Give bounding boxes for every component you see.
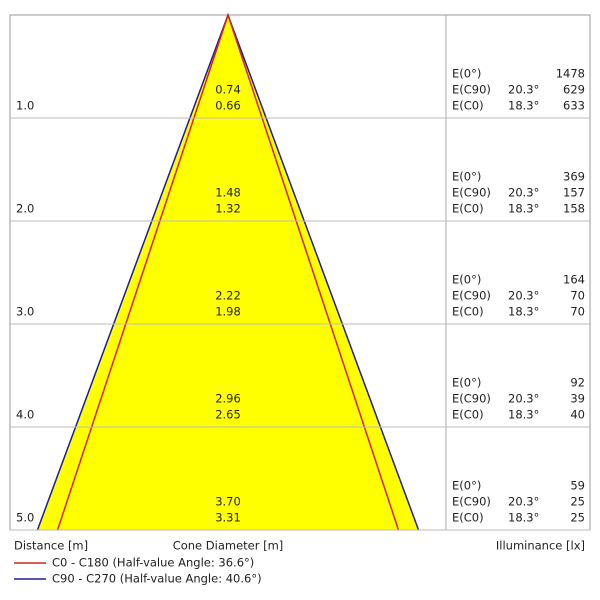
illum-label: E(0°) xyxy=(452,170,481,184)
illum-label: E(C90) xyxy=(452,289,491,303)
distance-header: Distance [m] xyxy=(14,539,88,553)
distance-label: 1.0 xyxy=(16,99,34,113)
angle: 18.3° xyxy=(508,99,539,113)
distance-label: 3.0 xyxy=(16,305,34,319)
distance-label: 2.0 xyxy=(16,202,34,216)
angle: 20.3° xyxy=(508,83,539,97)
illum-value: 25 xyxy=(570,511,585,525)
c90-diameter: 2.22 xyxy=(215,289,241,303)
illum-label: E(0°) xyxy=(452,479,481,493)
cone-fill xyxy=(37,15,419,530)
c90-diameter: 1.48 xyxy=(215,186,241,200)
illum-value: 25 xyxy=(570,495,585,509)
c0-diameter: 1.32 xyxy=(215,202,241,216)
illum-value: 70 xyxy=(570,289,585,303)
c0-diameter: 1.98 xyxy=(215,305,241,319)
angle: 20.3° xyxy=(508,495,539,509)
c90-diameter: 2.96 xyxy=(215,392,241,406)
c90-diameter: 0.74 xyxy=(215,83,241,97)
illum-value: 164 xyxy=(563,273,585,287)
illum-value: 633 xyxy=(563,99,585,113)
illum-label: E(C0) xyxy=(452,99,484,113)
illum-label: E(C90) xyxy=(452,83,491,97)
c0-diameter: 0.66 xyxy=(215,99,241,113)
legend-label: C0 - C180 (Half-value Angle: 36.6°) xyxy=(52,556,254,570)
c0-diameter: 3.31 xyxy=(215,511,241,525)
legend-label: C90 - C270 (Half-value Angle: 40.6°) xyxy=(52,572,262,586)
illum-label: E(C0) xyxy=(452,305,484,319)
illum-label: E(C0) xyxy=(452,511,484,525)
angle: 18.3° xyxy=(508,511,539,525)
angle: 18.3° xyxy=(508,202,539,216)
illum-label: E(0°) xyxy=(452,376,481,390)
illum-value: 1478 xyxy=(556,67,585,81)
illuminance-header: Illuminance [lx] xyxy=(496,539,585,553)
distance-label: 4.0 xyxy=(16,408,34,422)
angle: 20.3° xyxy=(508,289,539,303)
angle: 20.3° xyxy=(508,186,539,200)
illum-value: 70 xyxy=(570,305,585,319)
illum-value: 59 xyxy=(570,479,585,493)
diameter-header: Cone Diameter [m] xyxy=(173,539,284,553)
c90-diameter: 3.70 xyxy=(215,495,241,509)
c0-cone xyxy=(56,12,400,531)
illum-value: 40 xyxy=(570,408,585,422)
angle: 18.3° xyxy=(508,305,539,319)
c0-diameter: 2.65 xyxy=(215,408,241,422)
illum-value: 92 xyxy=(570,376,585,390)
illum-value: 39 xyxy=(570,392,585,406)
illum-value: 369 xyxy=(563,170,585,184)
illum-label: E(0°) xyxy=(452,273,481,287)
illum-value: 629 xyxy=(563,83,585,97)
illum-label: E(0°) xyxy=(452,67,481,81)
illum-label: E(C90) xyxy=(452,186,491,200)
illum-label: E(C0) xyxy=(452,408,484,422)
illum-value: 158 xyxy=(563,202,585,216)
angle: 20.3° xyxy=(508,392,539,406)
illum-label: E(C90) xyxy=(452,495,491,509)
illum-label: E(C0) xyxy=(452,202,484,216)
illum-label: E(C90) xyxy=(452,392,491,406)
angle: 18.3° xyxy=(508,408,539,422)
illum-value: 157 xyxy=(563,186,585,200)
distance-label: 5.0 xyxy=(16,511,34,525)
